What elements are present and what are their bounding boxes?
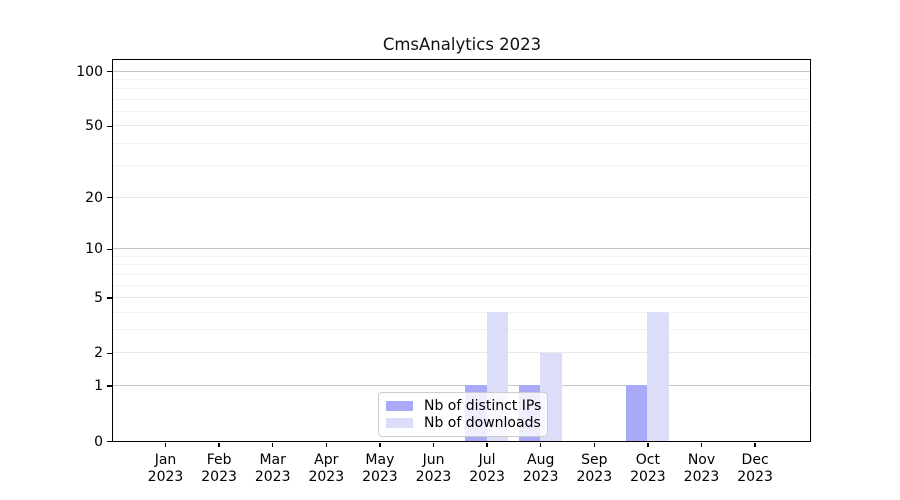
gridline-y-20 bbox=[113, 196, 810, 198]
x-tick-label-jul: Jul 2023 bbox=[469, 452, 505, 485]
legend: Nb of distinct IPs Nb of downloads bbox=[378, 392, 548, 437]
x-tick-mark-oct bbox=[647, 443, 649, 447]
gridline-y-40 bbox=[113, 142, 810, 144]
x-tick-mark-may bbox=[379, 443, 381, 447]
x-tick-label-aug: Aug 2023 bbox=[522, 452, 559, 485]
x-tick-mark-sep bbox=[593, 443, 595, 447]
x-tick-label-jan: Jan 2023 bbox=[147, 452, 184, 485]
y-tick-label-20: 20 bbox=[85, 189, 103, 206]
y-tick-label-0: 0 bbox=[94, 433, 103, 450]
legend-label-downloads: Nb of downloads bbox=[424, 415, 541, 431]
y-tick-label-100: 100 bbox=[76, 63, 103, 80]
x-tick-label-oct: Oct 2023 bbox=[630, 452, 666, 485]
gridline-y-7 bbox=[113, 273, 810, 275]
legend-item-downloads: Nb of downloads bbox=[386, 415, 541, 431]
x-tick-mark-feb bbox=[218, 443, 220, 447]
x-tick-label-nov: Nov 2023 bbox=[683, 452, 720, 485]
y-tick-label-2: 2 bbox=[94, 345, 103, 362]
y-tick-label-10: 10 bbox=[85, 241, 103, 258]
y-tick-label-50: 50 bbox=[85, 118, 103, 135]
x-tick-mark-jun bbox=[432, 443, 435, 447]
x-tick-mark-mar bbox=[272, 443, 274, 447]
bar-distinct-ips-oct bbox=[626, 385, 648, 441]
gridline-y-10 bbox=[113, 248, 810, 250]
x-tick-label-mar: Mar 2023 bbox=[254, 452, 291, 485]
x-tick-label-sep: Sep 2023 bbox=[576, 452, 613, 485]
y-tick-mark-20 bbox=[107, 197, 112, 199]
gridline-y-80 bbox=[113, 88, 810, 90]
bar-downloads-oct bbox=[647, 312, 669, 441]
y-tick-mark-0 bbox=[107, 441, 112, 443]
x-tick-label-may: May 2023 bbox=[362, 452, 398, 485]
x-tick-label-dec: Dec 2023 bbox=[737, 452, 773, 485]
gridline-y-100 bbox=[113, 70, 810, 72]
gridline-y-1 bbox=[113, 384, 810, 386]
y-tick-mark-100 bbox=[107, 71, 112, 73]
gridline-y-2 bbox=[113, 352, 810, 354]
gridline-y-3 bbox=[113, 329, 810, 331]
x-tick-mark-nov bbox=[700, 443, 703, 447]
legend-swatch-distinct-ips-icon bbox=[386, 401, 413, 411]
gridline-y-8 bbox=[113, 264, 810, 266]
y-tick-mark-1 bbox=[107, 385, 112, 387]
x-tick-mark-jan bbox=[164, 443, 167, 447]
gridline-y-4 bbox=[113, 311, 810, 313]
x-tick-mark-apr bbox=[325, 443, 327, 447]
y-tick-mark-2 bbox=[107, 352, 112, 355]
gridline-y-50 bbox=[113, 125, 810, 127]
gridline-y-5 bbox=[113, 296, 810, 298]
plot-area bbox=[112, 59, 811, 442]
x-tick-mark-aug bbox=[540, 443, 542, 447]
gridline-y-30 bbox=[113, 165, 810, 167]
gridline-y-6 bbox=[113, 284, 810, 286]
x-tick-label-feb: Feb 2023 bbox=[201, 452, 237, 485]
y-tick-label-5: 5 bbox=[94, 289, 103, 306]
chart-title: CmsAnalytics 2023 bbox=[382, 35, 542, 54]
y-tick-mark-10 bbox=[107, 248, 112, 251]
gridline-y-70 bbox=[113, 98, 810, 100]
y-tick-mark-50 bbox=[107, 125, 112, 128]
x-tick-label-apr: Apr 2023 bbox=[308, 452, 345, 485]
x-tick-mark-jul bbox=[486, 443, 488, 447]
y-tick-label-1: 1 bbox=[94, 377, 103, 394]
gridline-y-90 bbox=[113, 79, 810, 81]
legend-item-distinct-ips: Nb of distinct IPs bbox=[386, 398, 542, 414]
x-tick-mark-dec bbox=[754, 443, 756, 447]
legend-label-distinct-ips: Nb of distinct IPs bbox=[424, 398, 542, 414]
gridline-y-9 bbox=[113, 256, 810, 257]
gridline-y-60 bbox=[113, 111, 810, 113]
y-tick-mark-5 bbox=[107, 297, 112, 299]
legend-swatch-downloads-icon bbox=[386, 418, 413, 428]
x-tick-label-jun: Jun 2023 bbox=[415, 452, 452, 485]
